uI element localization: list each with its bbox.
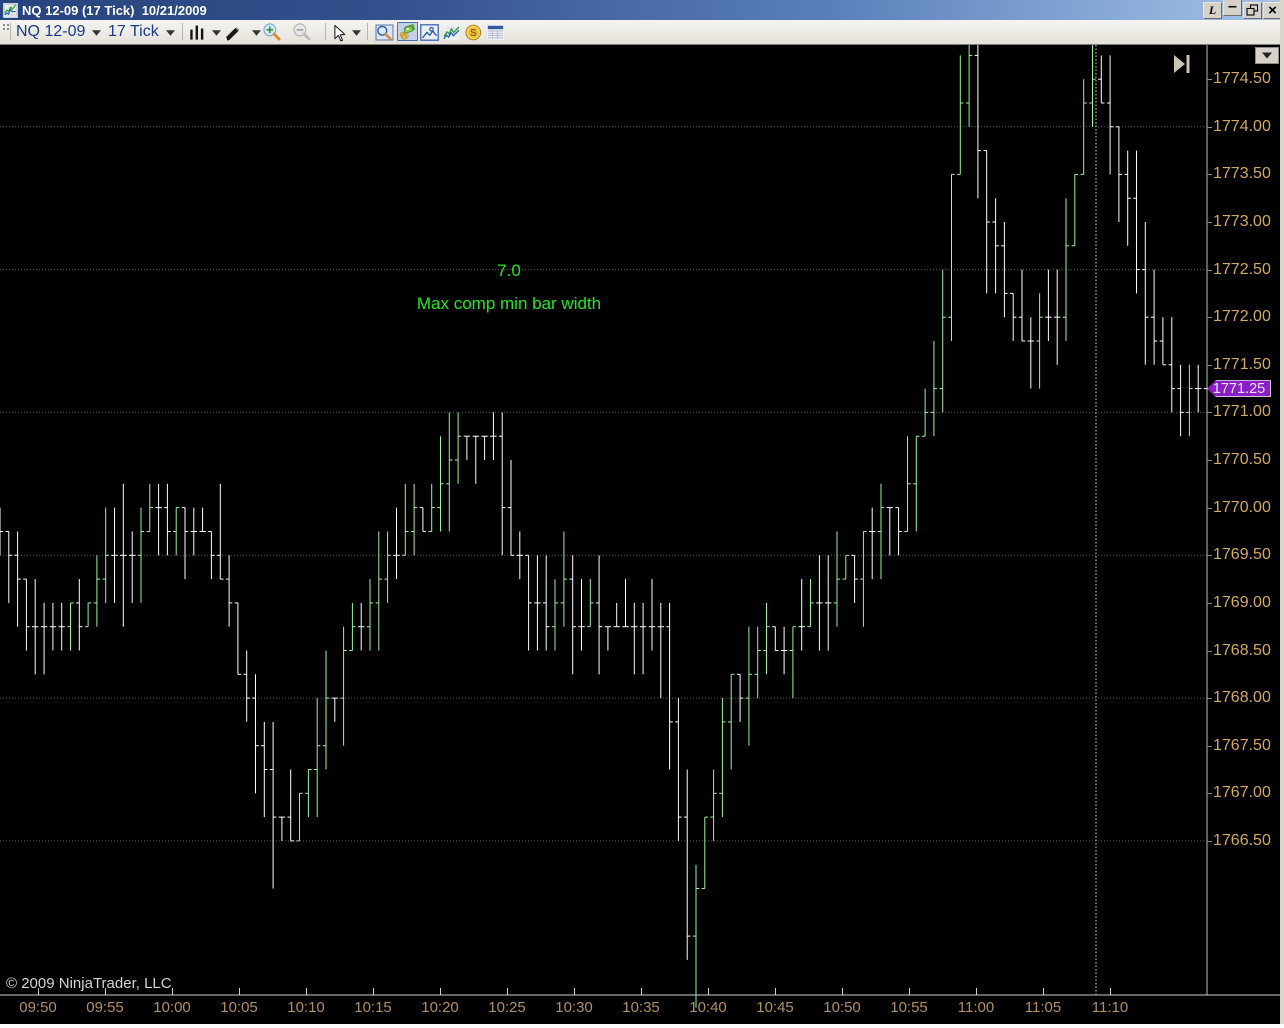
- svg-text:S: S: [470, 28, 477, 39]
